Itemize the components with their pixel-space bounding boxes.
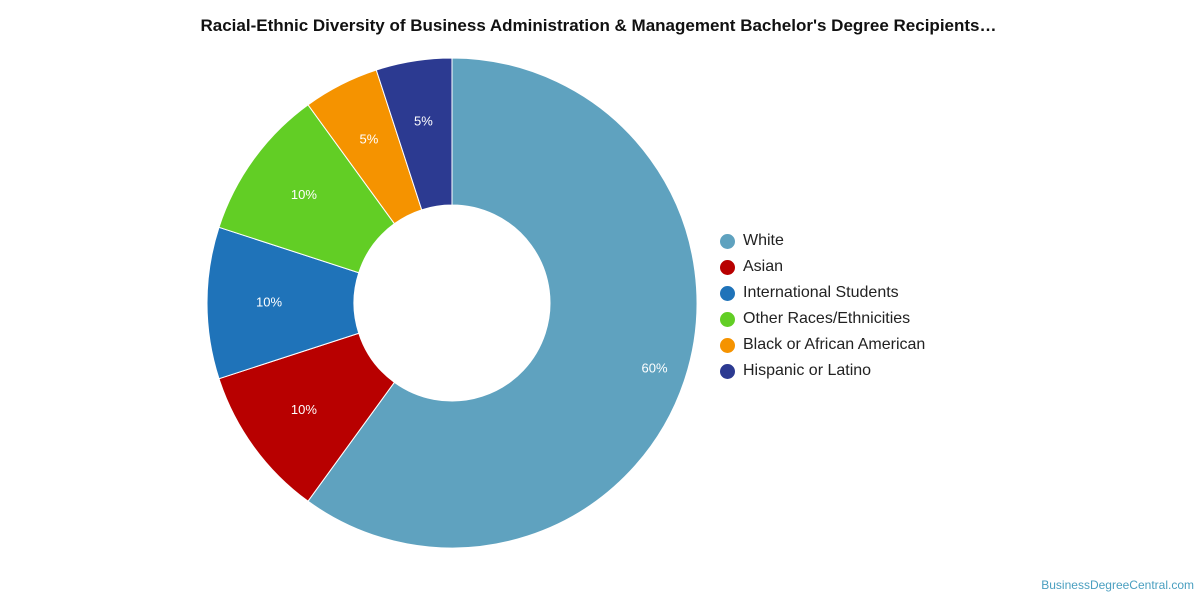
slice-hispanic-or-latino[interactable] bbox=[375, 57, 453, 211]
legend-label: Asian bbox=[743, 258, 784, 275]
chart-title: Racial-Ethnic Diversity of Business Admi… bbox=[200, 16, 997, 35]
source-credit[interactable]: BusinessDegreeCentral.com bbox=[1041, 578, 1194, 592]
legend: White Asian International Students Other Ra… bbox=[720, 228, 925, 384]
legend-label: International Students bbox=[743, 284, 899, 301]
legend-swatch bbox=[720, 311, 735, 327]
legend-item-other-races-ethnicities[interactable]: Other Races/Ethnicities bbox=[720, 306, 925, 332]
legend-item-white[interactable]: White bbox=[720, 228, 925, 254]
legend-swatch bbox=[720, 337, 735, 353]
legend-swatch bbox=[720, 233, 735, 249]
data-label-asian: 10% bbox=[291, 402, 317, 417]
legend-label: Other Races/Ethnicities bbox=[743, 310, 911, 327]
data-label-hispanic-or-latino: 5% bbox=[414, 114, 433, 129]
legend-label: Black or African American bbox=[743, 336, 926, 353]
legend-item-international-students[interactable]: International Students bbox=[720, 280, 925, 306]
data-label-international-students: 10% bbox=[256, 294, 282, 309]
data-label-white: 60% bbox=[642, 360, 668, 375]
legend-swatch bbox=[720, 285, 735, 301]
legend-swatch bbox=[720, 259, 735, 275]
legend-item-asian[interactable]: Asian bbox=[720, 254, 925, 280]
legend-item-hispanic-or-latino[interactable]: Hispanic or Latino bbox=[720, 358, 925, 384]
data-label-other-races-ethnicities: 10% bbox=[291, 187, 317, 202]
legend-swatch bbox=[720, 363, 735, 379]
data-label-black-or-african-american: 5% bbox=[360, 131, 379, 146]
legend-label: White bbox=[743, 232, 784, 249]
legend-item-black-or-african-american[interactable]: Black or African American bbox=[720, 332, 925, 358]
legend-label: Hispanic or Latino bbox=[743, 362, 872, 379]
slice-white[interactable] bbox=[307, 57, 698, 549]
